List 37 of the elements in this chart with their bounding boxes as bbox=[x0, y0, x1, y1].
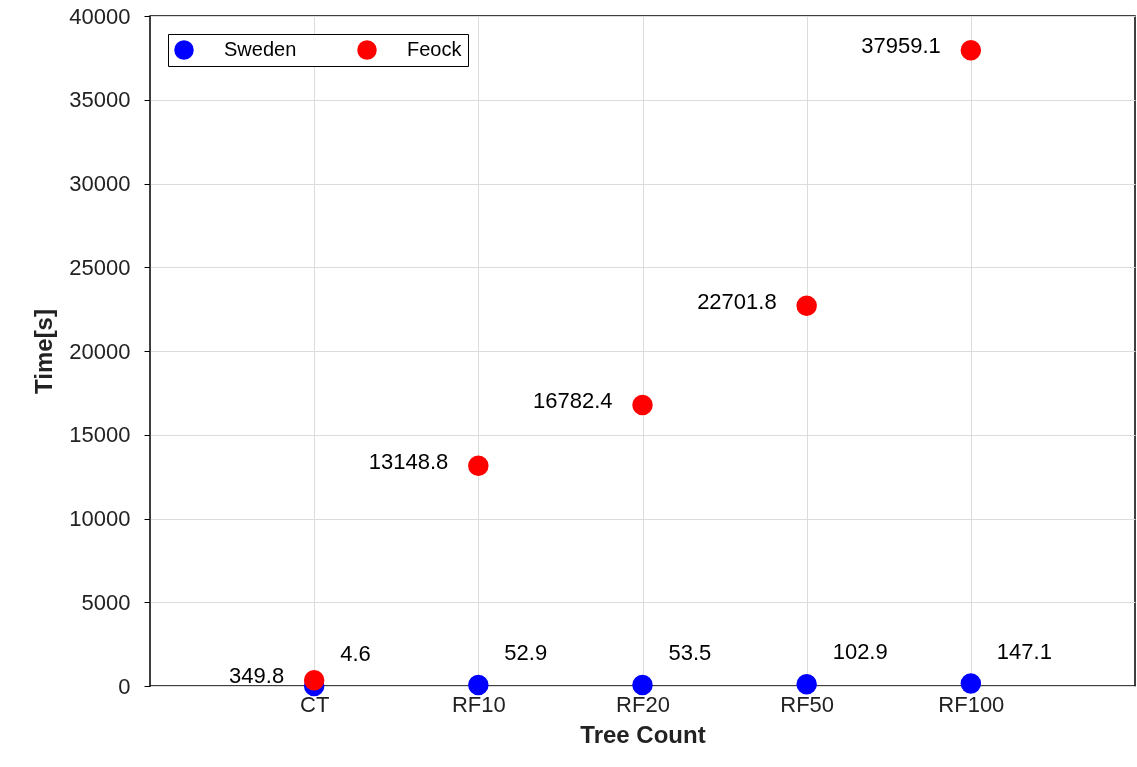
data-label: 4.6 bbox=[340, 640, 371, 666]
y-axis-title: Time[s] bbox=[30, 309, 58, 394]
y-tick-label: 35000 bbox=[69, 87, 131, 113]
data-label: 349.8 bbox=[229, 663, 285, 689]
x-axis-title: Tree Count bbox=[580, 720, 706, 748]
y-tick-label: 5000 bbox=[81, 589, 131, 615]
y-tick-label: 0 bbox=[118, 673, 131, 699]
y-tick-label: 40000 bbox=[69, 3, 131, 29]
point bbox=[632, 394, 653, 416]
point bbox=[468, 455, 489, 476]
data-label: 52.9 bbox=[504, 640, 548, 666]
x-tick-label: RF20 bbox=[616, 691, 670, 717]
data-label: 16782.4 bbox=[532, 387, 613, 413]
y-tick-label: 20000 bbox=[69, 338, 131, 364]
y-tick-label: 30000 bbox=[69, 171, 131, 196]
y-tick-label: 25000 bbox=[69, 254, 131, 280]
data-label: 37959.1 bbox=[861, 33, 941, 59]
x-tick-label: RF50 bbox=[780, 691, 835, 717]
point bbox=[632, 674, 653, 696]
data-label: 102.9 bbox=[832, 639, 888, 665]
legend-label: Feock bbox=[407, 38, 463, 60]
legend-label: Sweden bbox=[224, 38, 297, 60]
point bbox=[960, 673, 982, 694]
x-tick-label: RF10 bbox=[451, 691, 506, 717]
data-label: 22701.8 bbox=[697, 288, 777, 314]
point bbox=[303, 669, 325, 691]
point bbox=[468, 674, 489, 696]
data-label: 147.1 bbox=[996, 638, 1052, 664]
data-label: 53.5 bbox=[668, 640, 712, 666]
x-tick-label: RF100 bbox=[938, 691, 1005, 717]
y-tick-label: 15000 bbox=[69, 422, 131, 448]
y-tick-label: 10000 bbox=[69, 506, 131, 531]
point bbox=[796, 295, 817, 316]
data-label: 13148.8 bbox=[368, 448, 449, 474]
point bbox=[960, 39, 982, 61]
x-tick-label: CT bbox=[300, 691, 330, 717]
point bbox=[796, 674, 817, 695]
